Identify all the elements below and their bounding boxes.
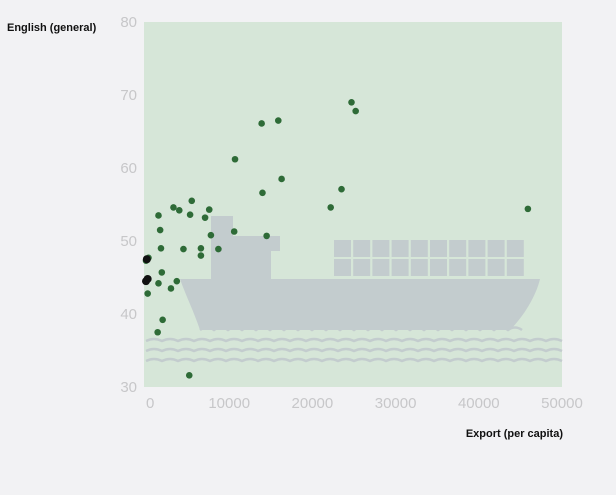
cargo-ship-illustration xyxy=(145,216,563,363)
container-block xyxy=(391,240,409,257)
container-block xyxy=(506,259,524,276)
data-point[interactable] xyxy=(348,99,355,106)
data-point[interactable] xyxy=(201,214,209,221)
data-point[interactable] xyxy=(188,197,196,205)
data-point[interactable] xyxy=(173,277,181,285)
ship-cabin xyxy=(239,236,280,251)
container-block xyxy=(410,259,428,276)
x-tick-label: 50000 xyxy=(541,395,583,412)
x-tick-label: 40000 xyxy=(458,395,500,412)
wave-line xyxy=(145,337,563,343)
x-tick-label: 10000 xyxy=(208,395,250,412)
x-axis-title: Export (per capita) xyxy=(466,428,564,440)
y-tick-label: 80 xyxy=(120,14,137,31)
container-block xyxy=(334,259,351,276)
data-point[interactable] xyxy=(175,207,183,214)
data-point[interactable] xyxy=(155,280,162,287)
y-tick-label: 70 xyxy=(120,87,137,104)
container-block xyxy=(430,240,447,257)
x-tick-label: 0 xyxy=(146,395,154,412)
container-block xyxy=(391,259,409,276)
y-tick-label: 30 xyxy=(120,379,137,396)
x-tick-label: 20000 xyxy=(292,395,334,412)
data-point[interactable] xyxy=(327,204,335,211)
data-point[interactable] xyxy=(274,117,282,124)
container-block xyxy=(353,240,371,257)
data-point[interactable] xyxy=(338,185,345,193)
container-block xyxy=(372,240,390,257)
container-block xyxy=(468,240,486,257)
hull-waterline xyxy=(199,326,523,332)
data-point[interactable] xyxy=(197,252,205,259)
data-point[interactable] xyxy=(278,175,285,183)
data-point[interactable] xyxy=(144,290,151,297)
data-point[interactable] xyxy=(263,232,270,240)
container-block xyxy=(506,240,524,257)
container-block xyxy=(430,259,447,276)
wave-line xyxy=(145,347,563,353)
data-point[interactable] xyxy=(154,328,161,336)
data-point[interactable] xyxy=(167,285,175,292)
data-point[interactable] xyxy=(205,206,213,213)
y-tick-label: 40 xyxy=(120,306,137,323)
data-point[interactable] xyxy=(185,372,193,379)
x-tick-label: 30000 xyxy=(375,395,417,412)
container-block xyxy=(468,259,486,276)
plot-background xyxy=(144,22,562,387)
data-point[interactable] xyxy=(258,120,265,127)
data-point[interactable] xyxy=(230,228,238,235)
ship-hull xyxy=(180,279,540,330)
data-point[interactable] xyxy=(186,211,194,219)
container-block xyxy=(353,259,371,276)
container-block xyxy=(449,259,467,276)
data-point[interactable] xyxy=(158,269,166,276)
container-block xyxy=(487,240,505,257)
container-block xyxy=(487,259,505,276)
data-point[interactable] xyxy=(155,212,162,219)
data-point[interactable] xyxy=(207,231,215,239)
data-point[interactable] xyxy=(259,189,266,197)
data-point[interactable] xyxy=(157,245,165,252)
data-point[interactable] xyxy=(215,245,222,253)
y-axis-title: English (general) xyxy=(7,22,97,34)
wave-line xyxy=(145,357,563,363)
y-tick-label: 50 xyxy=(120,233,137,250)
sea-waves xyxy=(145,326,563,363)
data-point[interactable] xyxy=(231,155,239,163)
data-point[interactable] xyxy=(159,316,166,324)
y-tick-label: 60 xyxy=(120,160,137,177)
container-block xyxy=(372,259,390,276)
container-block xyxy=(410,240,428,257)
axis-ticks: 0 10000 20000 30000 40000 50000 30 40 50 60 70 80 xyxy=(120,14,583,412)
ship-containers xyxy=(334,240,524,276)
data-point[interactable] xyxy=(352,107,359,115)
container-block xyxy=(449,240,467,257)
data-point[interactable] xyxy=(524,205,532,213)
data-point[interactable] xyxy=(180,245,187,253)
container-block xyxy=(334,240,351,257)
data-points xyxy=(142,99,532,379)
data-point[interactable] xyxy=(170,204,177,211)
data-point[interactable] xyxy=(197,245,205,252)
highlighted-data-point[interactable] xyxy=(143,274,152,283)
highlighted-data-point[interactable] xyxy=(142,255,151,264)
data-point[interactable] xyxy=(156,226,164,234)
